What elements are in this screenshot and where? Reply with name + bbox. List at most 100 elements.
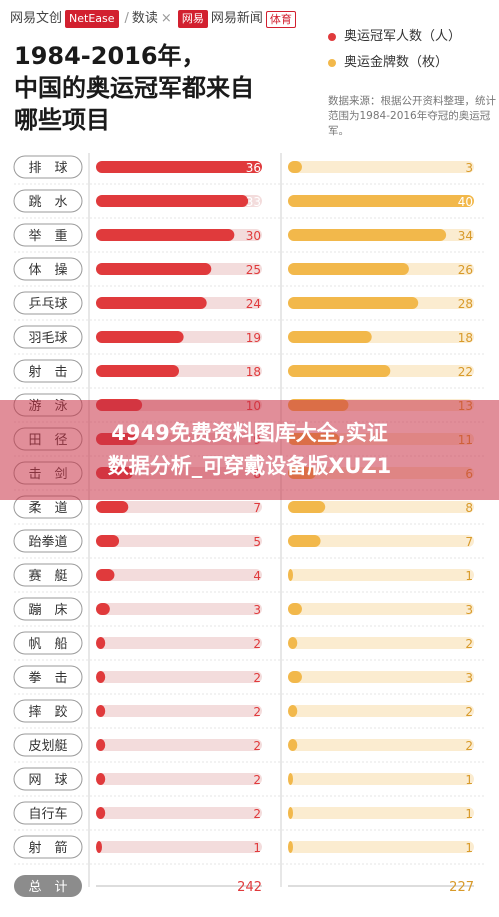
total-pill bbox=[14, 875, 82, 897]
champions-track bbox=[96, 739, 262, 751]
champions-bar bbox=[96, 535, 120, 547]
brand-netease-badge: 网易 bbox=[177, 10, 208, 28]
champions-bar bbox=[96, 297, 207, 309]
category-label: 乒乓球 bbox=[28, 297, 67, 312]
category-label: 羽毛球 bbox=[28, 331, 67, 346]
champions-track bbox=[96, 569, 262, 581]
medals-bar bbox=[288, 637, 298, 649]
category-label: 射 击 bbox=[28, 364, 67, 380]
category-pill bbox=[13, 189, 83, 213]
champions-track bbox=[96, 501, 262, 513]
champions-value: 1 bbox=[253, 841, 261, 855]
champions-value: 24 bbox=[246, 297, 261, 311]
champions-bar bbox=[96, 331, 184, 343]
champions-bar bbox=[96, 705, 106, 717]
brand-badge: NetEase bbox=[65, 10, 119, 28]
champions-bar bbox=[96, 195, 249, 207]
watermark-banner: 4949免费资料图库大全,实证 数据分析_可穿戴设备版XUZ1 bbox=[0, 400, 499, 500]
category-label: 举 重 bbox=[28, 228, 67, 244]
medals-track bbox=[288, 501, 474, 513]
medals-bar bbox=[288, 331, 372, 343]
category-pill bbox=[13, 291, 83, 315]
category-pill bbox=[13, 257, 83, 281]
medals-value: 7 bbox=[465, 535, 473, 549]
medals-track bbox=[288, 161, 474, 173]
medals-value: 2 bbox=[465, 705, 473, 719]
champions-value: 2 bbox=[253, 739, 261, 753]
brand-shudu: 数读 bbox=[131, 11, 158, 26]
category-label: 排 球 bbox=[28, 161, 67, 176]
champions-value: 2 bbox=[253, 807, 261, 821]
champions-bar bbox=[96, 671, 106, 683]
champions-value: 36 bbox=[246, 161, 261, 175]
category-label: 帆 船 bbox=[28, 637, 67, 652]
champions-bar bbox=[96, 161, 262, 173]
champions-bar bbox=[96, 773, 106, 785]
chart-legend: 奥运冠军人数（人） 奥运金牌数（枚） bbox=[326, 26, 496, 78]
champions-track bbox=[96, 671, 262, 683]
champions-value: 2 bbox=[253, 705, 261, 719]
medals-track bbox=[288, 569, 474, 581]
champions-bar bbox=[96, 501, 129, 513]
medals-track bbox=[288, 841, 474, 853]
medals-value: 18 bbox=[458, 331, 473, 345]
medals-value: 22 bbox=[458, 365, 473, 379]
medals-bar bbox=[288, 229, 447, 241]
category-pill bbox=[13, 767, 83, 791]
category-pill bbox=[13, 155, 83, 179]
category-label: 蹦 床 bbox=[28, 603, 67, 618]
category-pill bbox=[13, 325, 83, 349]
medals-value: 8 bbox=[465, 501, 473, 515]
champions-bar bbox=[96, 739, 106, 751]
medals-value: 40 bbox=[458, 195, 473, 209]
champions-value: 7 bbox=[253, 501, 261, 515]
brand-netease-news: 网易新闻 bbox=[210, 11, 263, 26]
category-label: 柔 道 bbox=[28, 501, 67, 516]
champions-value: 30 bbox=[246, 229, 261, 243]
category-label: 射 箭 bbox=[28, 840, 67, 856]
medals-bar bbox=[288, 569, 293, 581]
medals-bar bbox=[288, 603, 302, 615]
category-pill bbox=[13, 359, 83, 383]
category-pill bbox=[13, 801, 83, 825]
champions-bar bbox=[96, 569, 115, 581]
medals-track bbox=[288, 705, 474, 717]
brand-separator-bar: / bbox=[124, 11, 129, 26]
legend-label-medals: 奥运金牌数（枚） bbox=[344, 55, 449, 70]
source-note: 数据来源：根据公开资料整理，统计范围为1984-2016年夺冠的奥运冠军。 bbox=[328, 95, 496, 137]
medals-track bbox=[288, 535, 474, 547]
medals-track bbox=[288, 739, 474, 751]
medals-track bbox=[288, 807, 474, 819]
category-pill bbox=[13, 631, 83, 655]
category-pill bbox=[13, 835, 83, 859]
legend-item-champions: 奥运冠军人数（人） bbox=[326, 26, 496, 48]
medals-value: 1 bbox=[465, 807, 473, 821]
medals-value: 3 bbox=[465, 671, 473, 685]
champions-value: 2 bbox=[253, 637, 261, 651]
brand-netease-wenchuang: 网易文创 bbox=[10, 11, 63, 26]
watermark-line-2: 数据分析_可穿戴设备版XUZ1 bbox=[107, 454, 392, 478]
champions-value: 18 bbox=[246, 365, 261, 379]
champions-bar bbox=[96, 637, 106, 649]
category-pill bbox=[13, 665, 83, 689]
champions-track bbox=[96, 603, 262, 615]
title-line-2: 中国的奥运冠军都来自 bbox=[14, 74, 254, 102]
medals-bar bbox=[288, 739, 298, 751]
watermark-line-1: 4949免费资料图库大全,实证 bbox=[111, 421, 388, 445]
champions-value: 25 bbox=[246, 263, 261, 277]
medals-value: 3 bbox=[465, 603, 473, 617]
medals-value: 1 bbox=[465, 841, 473, 855]
legend-label-champions: 奥运冠军人数（人） bbox=[344, 29, 462, 44]
champions-bar bbox=[96, 841, 102, 853]
champions-bar bbox=[96, 807, 106, 819]
medals-bar bbox=[288, 841, 293, 853]
category-label: 摔 跤 bbox=[28, 704, 67, 720]
category-label: 赛 艇 bbox=[28, 568, 67, 584]
medals-value: 26 bbox=[458, 263, 473, 277]
medals-track bbox=[288, 773, 474, 785]
champions-track bbox=[96, 773, 262, 785]
category-pill bbox=[13, 597, 83, 621]
category-pill bbox=[13, 699, 83, 723]
category-label: 皮划艇 bbox=[28, 739, 67, 754]
chart-title: 1984-2016年， 中国的奥运冠军都来自 哪些项目 bbox=[14, 40, 314, 136]
